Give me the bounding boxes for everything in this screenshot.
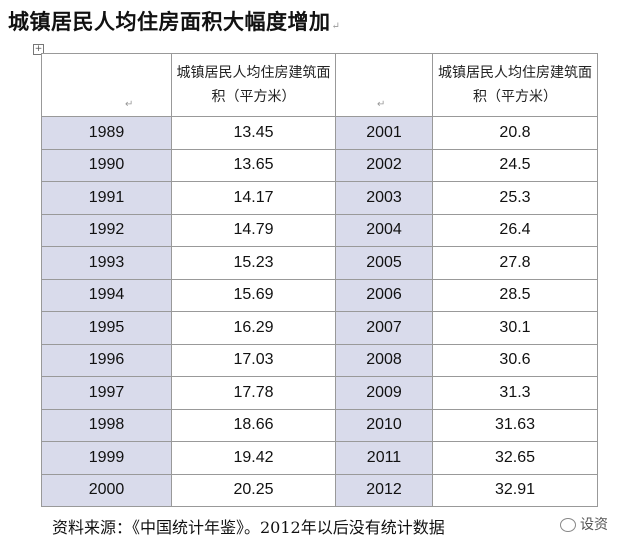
value-cell: 15.69 xyxy=(171,278,336,312)
table-row: 1995 16.29 2007 30.1 xyxy=(41,311,598,345)
value-cell: 31.63 xyxy=(432,408,598,442)
wechat-icon xyxy=(560,518,576,532)
year-cell: 2002 xyxy=(335,148,433,182)
year-cell: 2007 xyxy=(335,311,433,345)
table-body: 1989 13.45 2001 20.8 1990 13.65 2002 24.5 1991 14… xyxy=(41,116,598,507)
year-cell: 2001 xyxy=(335,116,433,150)
header-area-right-label: 城镇居民人均住房建筑面积（平方米） xyxy=(438,65,592,105)
year-cell: 1991 xyxy=(41,181,172,215)
year-cell: 2004 xyxy=(335,213,433,247)
year-cell: 1996 xyxy=(41,343,172,377)
year-cell: 1998 xyxy=(41,408,172,442)
value-cell: 19.42 xyxy=(171,441,336,475)
year-cell: 1995 xyxy=(41,311,172,345)
value-cell: 17.78 xyxy=(171,376,336,410)
year-cell: 2000 xyxy=(41,473,172,507)
value-cell: 30.6 xyxy=(432,343,598,377)
year-cell: 2011 xyxy=(335,441,433,475)
value-cell: 16.29 xyxy=(171,311,336,345)
table-row: 1999 19.42 2011 32.65 xyxy=(41,441,598,475)
title-text: 城镇居民人均住房面积大幅度增加 xyxy=(8,9,331,34)
header-area-left: 城镇居民人均住房建筑面积（平方米） xyxy=(171,53,336,117)
table-row: 1991 14.17 2003 25.3 xyxy=(41,181,598,215)
value-cell: 28.5 xyxy=(432,278,598,312)
value-cell: 30.1 xyxy=(432,311,598,345)
watermark: 设资 xyxy=(560,514,608,534)
page-title: 城镇居民人均住房面积大幅度增加↵ xyxy=(8,6,340,36)
year-cell: 2009 xyxy=(335,376,433,410)
table-row: 1989 13.45 2001 20.8 xyxy=(41,116,598,150)
value-cell: 18.66 xyxy=(171,408,336,442)
year-cell: 1994 xyxy=(41,278,172,312)
year-cell: 2005 xyxy=(335,246,433,280)
table-row: 2000 20.25 2012 32.91 xyxy=(41,473,598,507)
year-cell: 1989 xyxy=(41,116,172,150)
header-empty-cell-2: ↵ xyxy=(335,53,433,117)
value-cell: 32.91 xyxy=(432,473,598,507)
table-header-row: ↵ 城镇居民人均住房建筑面积（平方米） ↵ 城镇居民人均住房建筑面积（平方米） xyxy=(41,53,598,117)
year-cell: 2010 xyxy=(335,408,433,442)
year-cell: 2006 xyxy=(335,278,433,312)
year-cell: 1997 xyxy=(41,376,172,410)
year-cell: 1990 xyxy=(41,148,172,182)
paragraph-mark-icon: ↵ xyxy=(331,21,341,32)
header-area-right: 城镇居民人均住房建筑面积（平方米） xyxy=(432,53,598,117)
value-cell: 26.4 xyxy=(432,213,598,247)
value-cell: 14.79 xyxy=(171,213,336,247)
value-cell: 20.8 xyxy=(432,116,598,150)
value-cell: 17.03 xyxy=(171,343,336,377)
table-row: 1996 17.03 2008 30.6 xyxy=(41,343,598,377)
year-cell: 2012 xyxy=(335,473,433,507)
value-cell: 27.8 xyxy=(432,246,598,280)
housing-area-table: ↵ 城镇居民人均住房建筑面积（平方米） ↵ 城镇居民人均住房建筑面积（平方米） … xyxy=(41,53,598,507)
value-cell: 24.5 xyxy=(432,148,598,182)
table-row: 1992 14.79 2004 26.4 xyxy=(41,213,598,247)
header-empty-cell: ↵ xyxy=(41,53,172,117)
value-cell: 32.65 xyxy=(432,441,598,475)
value-cell: 14.17 xyxy=(171,181,336,215)
watermark-text: 设资 xyxy=(580,517,608,533)
source-note: 资料来源：《中国统计年鉴》。2012年以后没有统计数据 xyxy=(52,518,445,537)
table-row: 1997 17.78 2009 31.3 xyxy=(41,376,598,410)
year-cell: 2003 xyxy=(335,181,433,215)
value-cell: 25.3 xyxy=(432,181,598,215)
cell-mark-icon: ↵ xyxy=(125,99,134,110)
value-cell: 15.23 xyxy=(171,246,336,280)
table-row: 1993 15.23 2005 27.8 xyxy=(41,246,598,280)
year-cell: 2008 xyxy=(335,343,433,377)
value-cell: 20.25 xyxy=(171,473,336,507)
year-cell: 1993 xyxy=(41,246,172,280)
table-row: 1994 15.69 2006 28.5 xyxy=(41,278,598,312)
table-row: 1990 13.65 2002 24.5 xyxy=(41,148,598,182)
value-cell: 13.45 xyxy=(171,116,336,150)
year-cell: 1999 xyxy=(41,441,172,475)
cell-mark-icon: ↵ xyxy=(377,99,386,110)
value-cell: 31.3 xyxy=(432,376,598,410)
table-row: 1998 18.66 2010 31.63 xyxy=(41,408,598,442)
value-cell: 13.65 xyxy=(171,148,336,182)
header-area-left-label: 城镇居民人均住房建筑面积（平方米） xyxy=(176,65,331,105)
year-cell: 1992 xyxy=(41,213,172,247)
table-move-handle-icon[interactable]: + xyxy=(33,44,44,55)
